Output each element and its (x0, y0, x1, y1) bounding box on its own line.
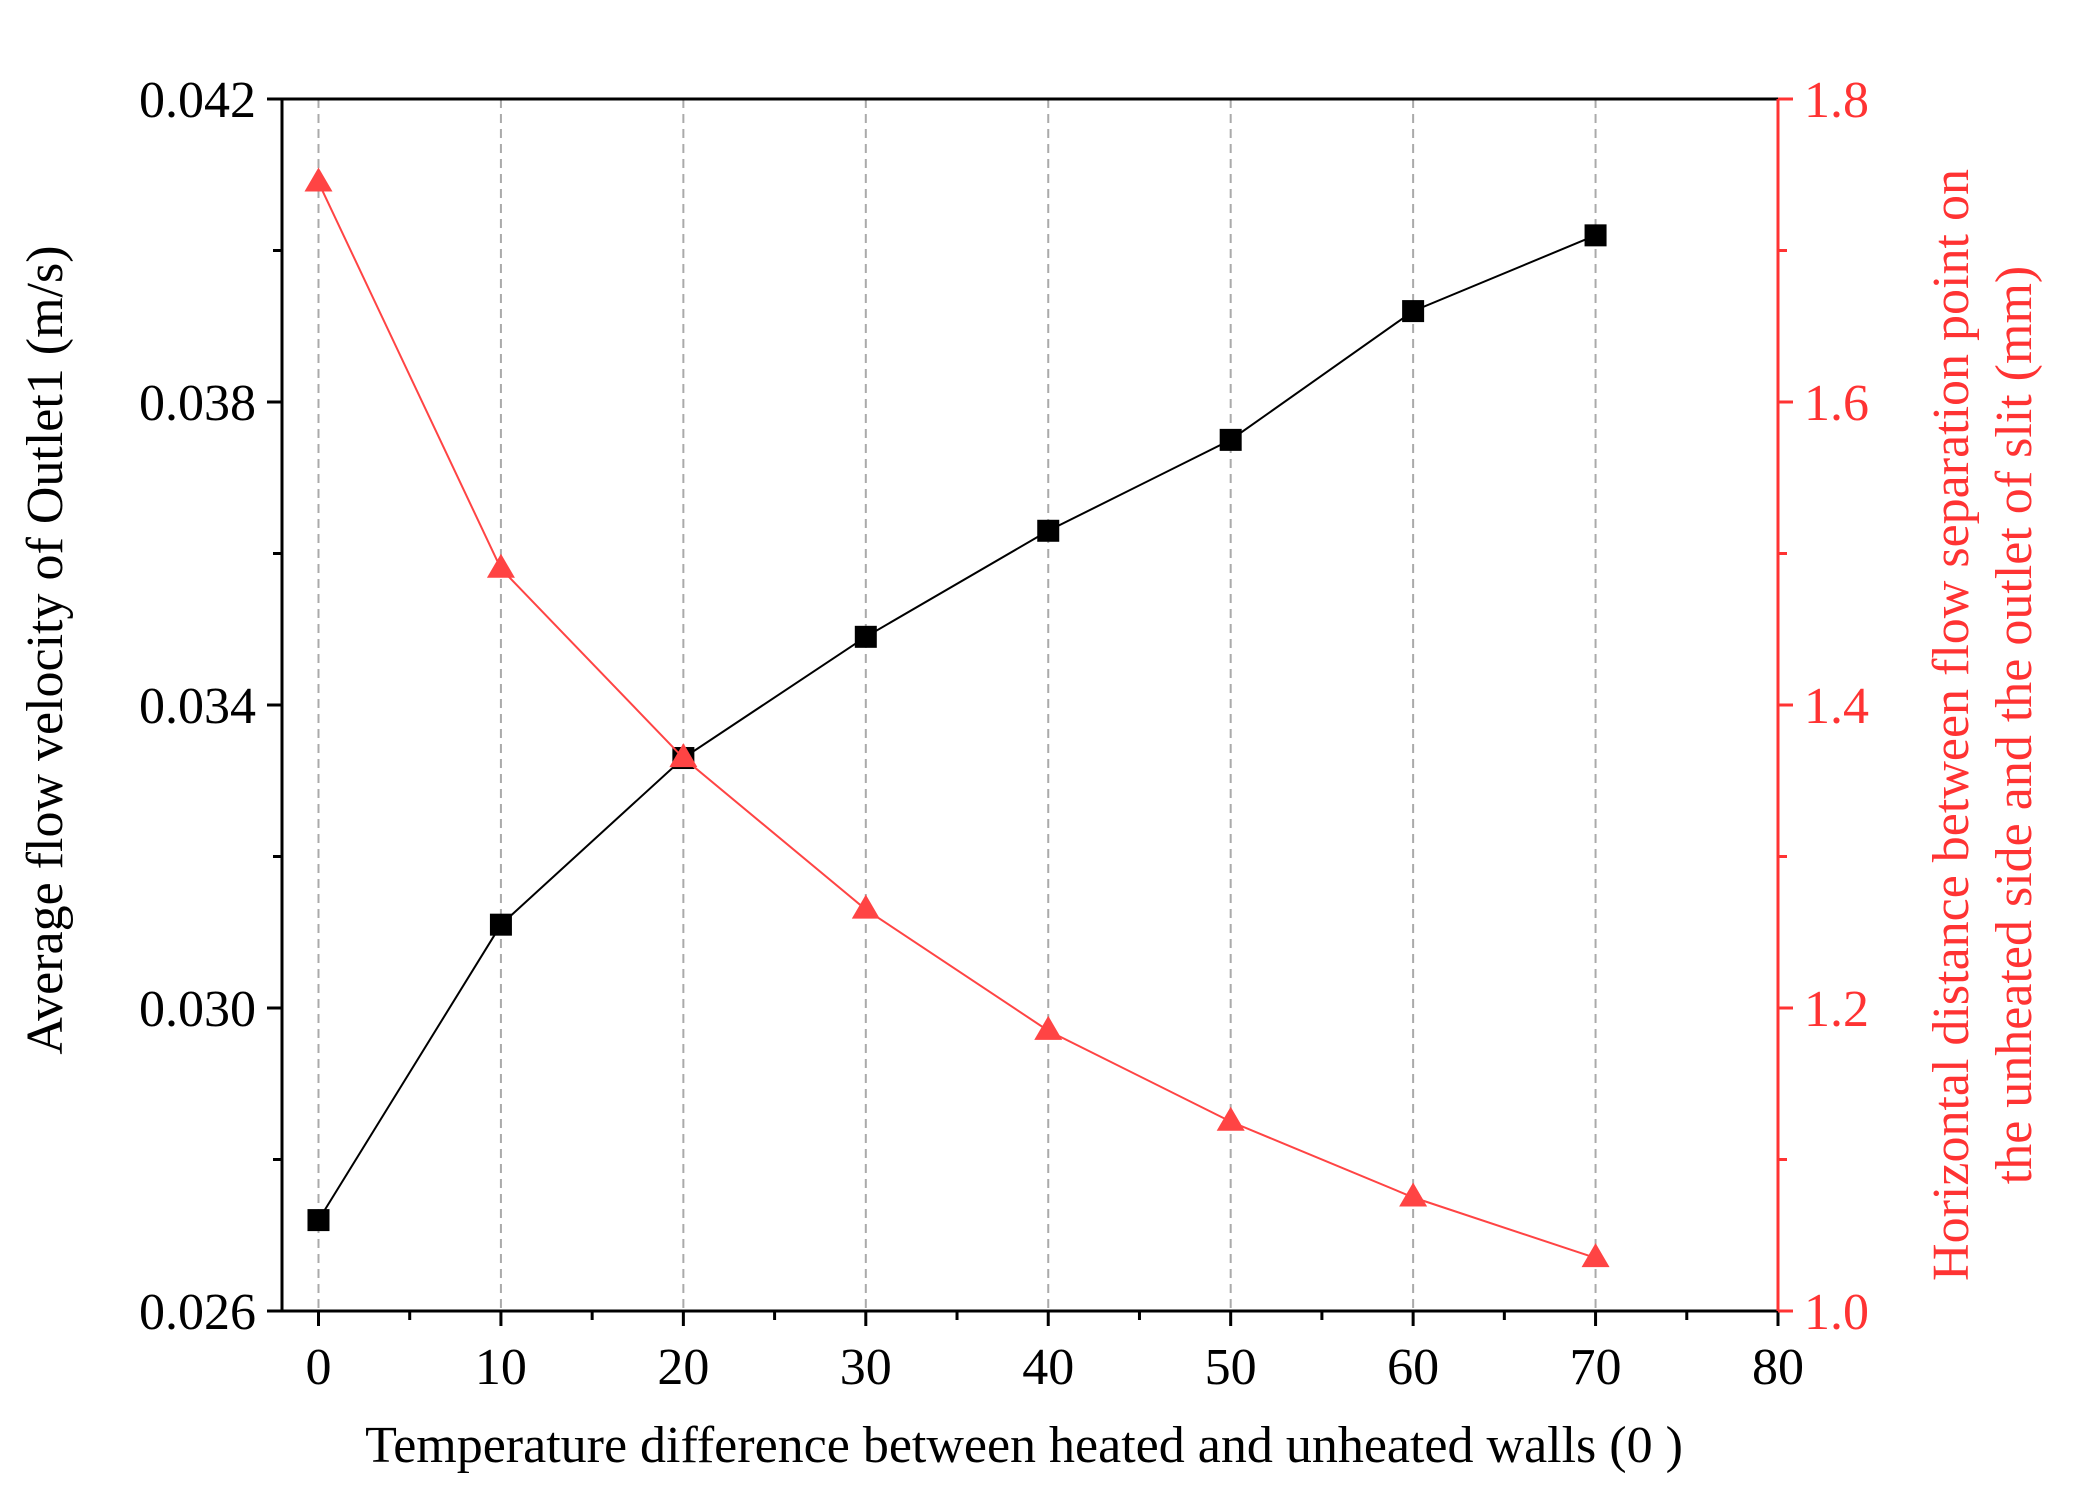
series-1-point-4 (1034, 1015, 1063, 1040)
y-left-tick-label-1: 0.030 (139, 981, 256, 1038)
series-1-point-5 (1216, 1106, 1245, 1131)
series-1-point-7 (1581, 1243, 1610, 1268)
y-right-tick-label-2: 1.4 (1804, 678, 1869, 735)
y-right-tick-label-0: 1.0 (1804, 1284, 1869, 1341)
x-tick-label-10: 10 (475, 1339, 527, 1396)
series-1-point-6 (1399, 1182, 1428, 1207)
x-tick-label-80: 80 (1752, 1339, 1804, 1396)
x-tick-label-70: 70 (1570, 1339, 1622, 1396)
series-0-point-5 (1219, 428, 1242, 451)
x-tick-label-20: 20 (657, 1339, 709, 1396)
series-0-point-7 (1584, 224, 1607, 247)
axes-layer (280, 97, 1780, 1313)
series-0-point-0 (307, 1209, 330, 1232)
y-right-tick-label-3: 1.6 (1804, 375, 1869, 432)
series-1-line (317, 181, 1596, 1259)
ticks-layer: 0 10 20 30 40 50 60 70 80 0.026 0.030 0.034 0.038 0.0… (139, 72, 1869, 1396)
x-axis-title: Temperature difference between heated an… (365, 1417, 1683, 1474)
y-left-tick-label-0: 0.026 (139, 1284, 256, 1341)
series-1-point-3 (851, 894, 880, 919)
grid-layer (317, 99, 1597, 1311)
plot-frame (280, 97, 1780, 1313)
series-1-point-1 (486, 553, 515, 578)
series-0-point-4 (1037, 519, 1060, 542)
y-right-axis-title-line-1: Horizontal distance between flow separat… (1923, 169, 1980, 1281)
series-0-line (317, 234, 1596, 1221)
x-tick-label-0: 0 (305, 1339, 331, 1396)
series-0-point-3 (854, 625, 877, 648)
y-left-tick-label-3: 0.038 (139, 375, 256, 432)
series-1-point-0 (304, 167, 333, 192)
series-1-point-2 (669, 743, 698, 768)
y-left-axis-title: Average flow velocity of Outlet1 (m/s) (17, 245, 74, 1054)
x-tick-label-30: 30 (840, 1339, 892, 1396)
series-0-point-1 (489, 913, 512, 936)
y-left-tick-label-2: 0.034 (139, 678, 256, 735)
series-layer (304, 167, 1610, 1268)
y-right-axis-title-line-2: the unheated side and the outlet of slit… (1986, 266, 2043, 1184)
y-right-tick-label-4: 1.8 (1804, 72, 1869, 129)
x-tick-label-40: 40 (1022, 1339, 1074, 1396)
x-tick-label-50: 50 (1205, 1339, 1257, 1396)
labels-layer: Temperature difference between heated an… (17, 169, 2043, 1474)
series-0-point-6 (1402, 300, 1425, 323)
x-tick-label-60: 60 (1387, 1339, 1439, 1396)
y-right-tick-label-1: 1.2 (1804, 981, 1869, 1038)
y-left-tick-label-4: 0.042 (139, 72, 256, 129)
